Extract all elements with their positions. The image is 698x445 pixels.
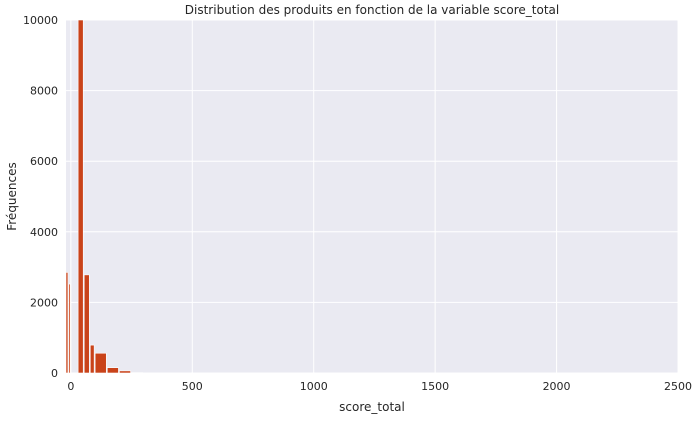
grid-lines — [66, 19, 679, 374]
plot-background — [66, 20, 678, 373]
histogram-bar — [106, 367, 119, 374]
y-tick-label: 4000 — [30, 226, 58, 239]
x-tick-label: 1000 — [300, 380, 328, 393]
x-tick-label: 2500 — [664, 380, 692, 393]
y-tick-label: 8000 — [30, 85, 58, 98]
bars — [65, 19, 144, 374]
histogram-bar — [68, 283, 71, 374]
x-axis-label: score_total — [339, 400, 405, 414]
histogram-bar — [65, 272, 69, 374]
y-axis-label: Fréquences — [5, 162, 19, 231]
histogram-bar — [77, 19, 84, 374]
y-tick-label: 6000 — [30, 155, 58, 168]
histogram-bar — [89, 344, 95, 374]
y-tick-labels: 0 2000 4000 6000 8000 10000 — [23, 14, 58, 380]
x-tick-label: 0 — [67, 380, 74, 393]
x-tick-label: 1500 — [421, 380, 449, 393]
y-tick-label: 10000 — [23, 14, 58, 27]
histogram-bar — [94, 352, 107, 374]
x-tick-label: 500 — [182, 380, 203, 393]
histogram-bar — [83, 274, 90, 374]
x-tick-labels: 0 500 1000 1500 2000 2500 — [67, 380, 692, 393]
y-tick-label: 2000 — [30, 296, 58, 309]
chart-title: Distribution des produits en fonction de… — [185, 3, 559, 17]
y-tick-label: 0 — [51, 367, 58, 380]
histogram-bar — [119, 370, 131, 374]
x-tick-label: 2000 — [543, 380, 571, 393]
